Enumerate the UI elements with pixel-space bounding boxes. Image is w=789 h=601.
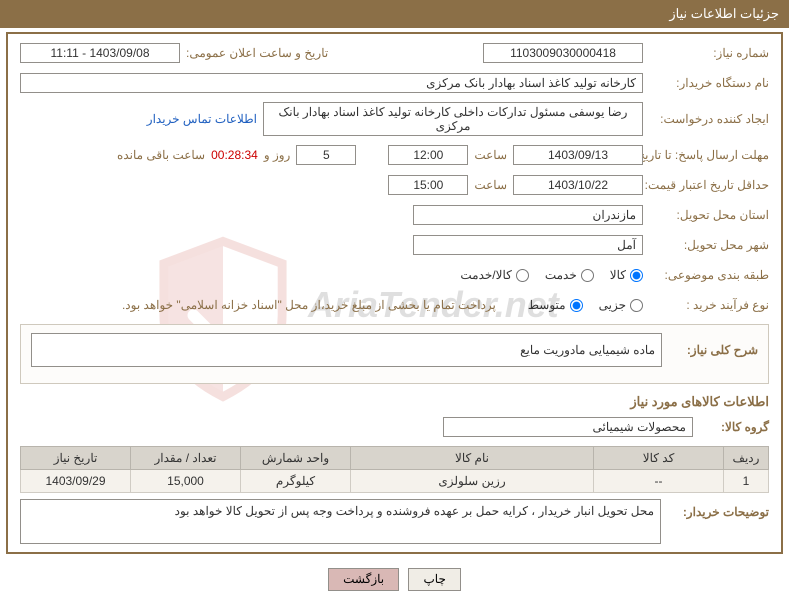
deadline-time-label: ساعت xyxy=(474,148,507,162)
radio-medium[interactable]: متوسط xyxy=(528,298,583,312)
buyer-note-label: توضیحات خریدار: xyxy=(669,499,769,519)
td-date: 1403/09/29 xyxy=(21,470,131,493)
radio-medium-label: متوسط xyxy=(528,298,566,312)
buyer-contact-link[interactable]: اطلاعات تماس خریدار xyxy=(147,112,257,126)
button-row: چاپ بازگشت xyxy=(0,558,789,601)
row-province: استان محل تحویل: مازندران xyxy=(20,204,769,226)
deadline-label: مهلت ارسال پاسخ: تا تاریخ: xyxy=(649,148,769,162)
items-table: ردیف کد کالا نام کالا واحد شمارش تعداد /… xyxy=(20,446,769,493)
province-value: مازندران xyxy=(413,205,643,225)
summary-section: شرح کلی نیاز: ماده شیمیایی مادوریت مایع xyxy=(20,324,769,384)
td-qty: 15,000 xyxy=(131,470,241,493)
table-header-row: ردیف کد کالا نام کالا واحد شمارش تعداد /… xyxy=(21,447,769,470)
th-unit: واحد شمارش xyxy=(241,447,351,470)
buyer-org-value: کارخانه تولید کاغذ اسناد بهادار بانک مرک… xyxy=(20,73,643,93)
requester-label: ایجاد کننده درخواست: xyxy=(649,112,769,126)
back-button[interactable]: بازگشت xyxy=(328,568,399,591)
table-row: 1 -- رزین سلولزی کیلوگرم 15,000 1403/09/… xyxy=(21,470,769,493)
requester-value: رضا یوسفی مسئول تدارکات داخلی کارخانه تو… xyxy=(263,102,643,136)
buyer-org-label: نام دستگاه خریدار: xyxy=(649,76,769,90)
buyer-note-row: توضیحات خریدار: محل تحویل انبار خریدار ،… xyxy=(20,499,769,544)
th-row: ردیف xyxy=(724,447,769,470)
row-buyer-org: نام دستگاه خریدار: کارخانه تولید کاغذ اس… xyxy=(20,72,769,94)
radio-service-input[interactable] xyxy=(581,269,594,282)
need-number-label: شماره نیاز: xyxy=(649,46,769,60)
radio-goods[interactable]: کالا xyxy=(610,268,643,282)
validity-date-value: 1403/10/22 xyxy=(513,175,643,195)
radio-medium-input[interactable] xyxy=(570,299,583,312)
td-unit: کیلوگرم xyxy=(241,470,351,493)
form-body: شماره نیاز: 1103009030000418 تاریخ و ساع… xyxy=(20,42,769,544)
need-number-value: 1103009030000418 xyxy=(483,43,643,63)
radio-service-label: خدمت xyxy=(545,268,577,282)
process-label: نوع فرآیند خرید : xyxy=(649,298,769,312)
announce-value: 1403/09/08 - 11:11 xyxy=(20,43,180,63)
radio-goods-label: کالا xyxy=(610,268,626,282)
category-label: طبقه بندی موضوعی: xyxy=(649,268,769,282)
announce-label: تاریخ و ساعت اعلان عمومی: xyxy=(186,46,328,60)
td-name: رزین سلولزی xyxy=(351,470,594,493)
th-name: نام کالا xyxy=(351,447,594,470)
goods-info-title: اطلاعات کالاهای مورد نیاز xyxy=(20,394,769,410)
row-summary: شرح کلی نیاز: ماده شیمیایی مادوریت مایع xyxy=(31,333,758,367)
content-panel: AriaTender.net شماره نیاز: 1103009030000… xyxy=(6,32,783,554)
summary-value: ماده شیمیایی مادوریت مایع xyxy=(31,333,662,367)
radio-both-input[interactable] xyxy=(516,269,529,282)
th-qty: تعداد / مقدار xyxy=(131,447,241,470)
deadline-date-value: 1403/09/13 xyxy=(513,145,643,165)
city-label: شهر محل تحویل: xyxy=(649,238,769,252)
days-count-value: 5 xyxy=(296,145,356,165)
page-title: جزئیات اطلاعات نیاز xyxy=(669,6,779,21)
radio-goods-input[interactable] xyxy=(630,269,643,282)
radio-small-label: جزیی xyxy=(599,298,626,312)
td-row: 1 xyxy=(724,470,769,493)
th-date: تاریخ نیاز xyxy=(21,447,131,470)
page-header: جزئیات اطلاعات نیاز xyxy=(0,0,789,28)
radio-small-input[interactable] xyxy=(630,299,643,312)
process-radio-group: جزیی متوسط xyxy=(528,298,643,312)
td-code: -- xyxy=(594,470,724,493)
remaining-label: ساعت باقی مانده xyxy=(117,148,205,162)
category-radio-group: کالا خدمت کالا/خدمت xyxy=(460,268,643,282)
group-label: گروه کالا: xyxy=(699,420,769,434)
validity-label: حداقل تاریخ اعتبار قیمت: تا تاریخ: xyxy=(649,178,769,192)
row-process: نوع فرآیند خرید : جزیی متوسط پرداخت تمام… xyxy=(20,294,769,316)
row-need-number: شماره نیاز: 1103009030000418 تاریخ و ساع… xyxy=(20,42,769,64)
row-category: طبقه بندی موضوعی: کالا خدمت کالا/خدمت xyxy=(20,264,769,286)
print-button[interactable]: چاپ xyxy=(408,568,460,591)
row-validity: حداقل تاریخ اعتبار قیمت: تا تاریخ: 1403/… xyxy=(20,174,769,196)
items-table-wrap: ردیف کد کالا نام کالا واحد شمارش تعداد /… xyxy=(20,446,769,493)
validity-time-label: ساعت xyxy=(474,178,507,192)
buyer-note-value: محل تحویل انبار خریدار ، کرایه حمل بر عه… xyxy=(20,499,661,544)
payment-note: پرداخت تمام یا بخشی از مبلغ خرید،از محل … xyxy=(122,298,496,312)
summary-label: شرح کلی نیاز: xyxy=(668,343,758,357)
row-city: شهر محل تحویل: آمل xyxy=(20,234,769,256)
radio-both-label: کالا/خدمت xyxy=(460,268,511,282)
group-value: محصولات شیمیائی xyxy=(443,417,693,437)
th-code: کد کالا xyxy=(594,447,724,470)
validity-time-value: 15:00 xyxy=(388,175,468,195)
city-value: آمل xyxy=(413,235,643,255)
radio-small[interactable]: جزیی xyxy=(599,298,643,312)
row-group: گروه کالا: محصولات شیمیائی xyxy=(20,416,769,438)
countdown-value: 00:28:34 xyxy=(211,148,258,162)
radio-service[interactable]: خدمت xyxy=(545,268,594,282)
row-requester: ایجاد کننده درخواست: رضا یوسفی مسئول تدا… xyxy=(20,102,769,136)
province-label: استان محل تحویل: xyxy=(649,208,769,222)
row-deadline: مهلت ارسال پاسخ: تا تاریخ: 1403/09/13 سا… xyxy=(20,144,769,166)
days-and-label: روز و xyxy=(264,148,291,162)
radio-both[interactable]: کالا/خدمت xyxy=(460,268,528,282)
deadline-time-value: 12:00 xyxy=(388,145,468,165)
